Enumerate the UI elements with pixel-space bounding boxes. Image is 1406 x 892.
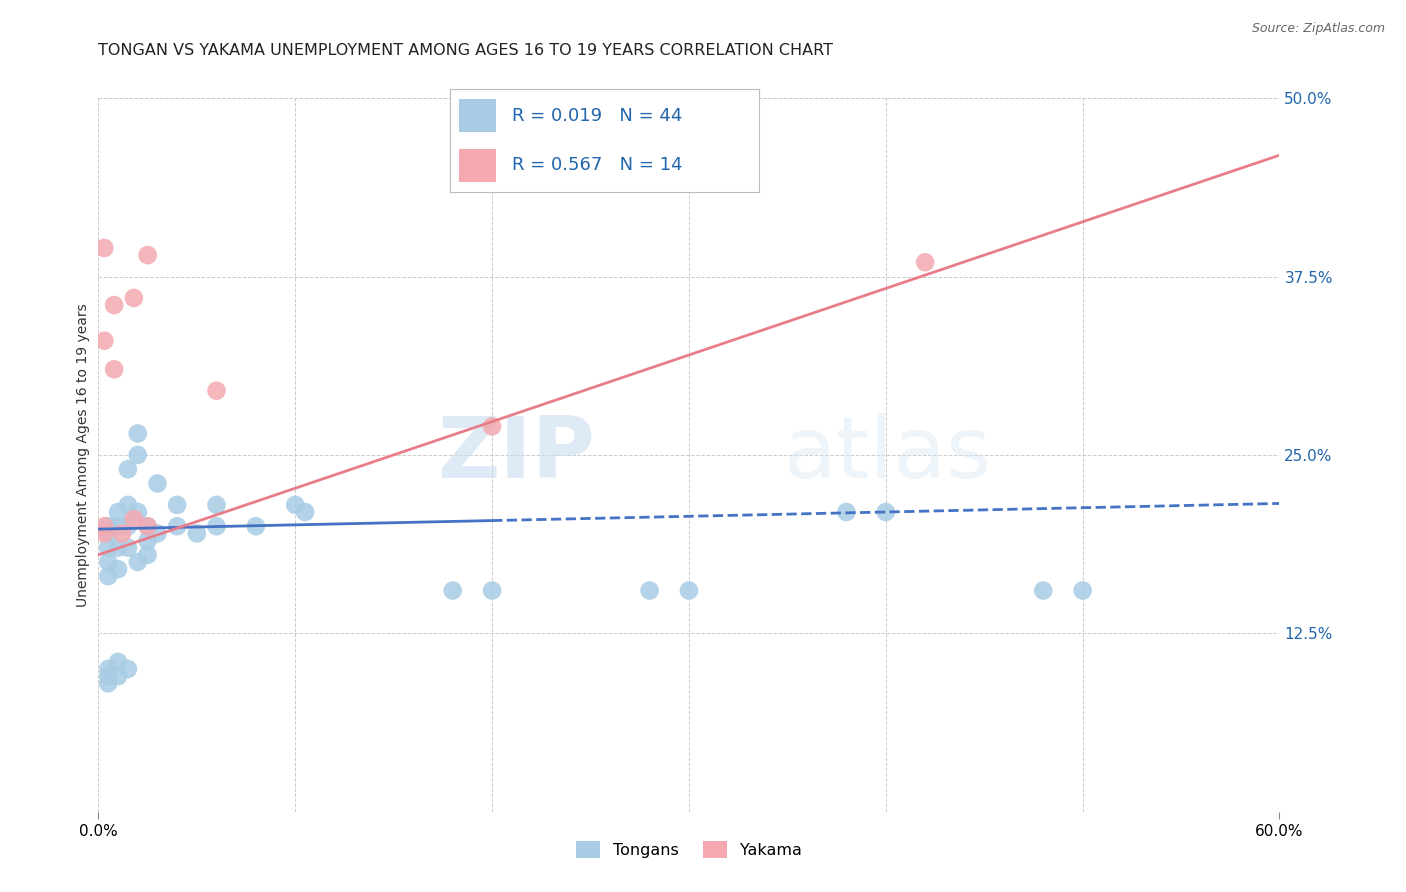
Point [97,526,120,541]
FancyBboxPatch shape [460,149,496,181]
Point [97,541,120,555]
Point [136,519,159,533]
Point [97,669,120,683]
Point [117,519,139,533]
Text: TONGAN VS YAKAMA UNEMPLOYMENT AMONG AGES 16 TO 19 YEARS CORRELATION CHART: TONGAN VS YAKAMA UNEMPLOYMENT AMONG AGES… [98,43,834,58]
Point [127,555,149,569]
Point [205,384,228,398]
Point [136,519,159,533]
Point [107,562,129,576]
Text: atlas: atlas [783,413,991,497]
Point [93,526,115,541]
Text: ZIP: ZIP [437,413,595,497]
FancyBboxPatch shape [460,99,496,132]
Point [166,519,188,533]
Point [111,526,134,541]
Point [875,505,897,519]
Point [127,448,149,462]
Point [136,248,159,262]
Point [127,505,149,519]
Point [93,241,115,255]
Text: R = 0.019   N = 44: R = 0.019 N = 44 [512,107,682,125]
Point [97,569,120,583]
Point [127,426,149,441]
Text: R = 0.567   N = 14: R = 0.567 N = 14 [512,156,682,174]
Point [245,519,267,533]
Point [481,583,503,598]
Point [136,548,159,562]
Legend: Tongans, Yakama: Tongans, Yakama [569,835,808,864]
Point [1032,583,1054,598]
Point [136,533,159,548]
Point [107,519,129,533]
Point [638,583,661,598]
Point [103,298,125,312]
Point [441,583,464,598]
Point [205,519,228,533]
Point [294,505,316,519]
Point [93,519,115,533]
Point [107,541,129,555]
Point [1071,583,1094,598]
Point [205,498,228,512]
Point [186,526,208,541]
Point [97,676,120,690]
Point [914,255,936,269]
Point [122,512,145,526]
Point [117,498,139,512]
Point [93,334,115,348]
Point [481,419,503,434]
Point [117,662,139,676]
Point [97,555,120,569]
Text: Source: ZipAtlas.com: Source: ZipAtlas.com [1251,22,1385,36]
Point [146,476,169,491]
Point [678,583,700,598]
Point [117,541,139,555]
Point [107,655,129,669]
Point [166,498,188,512]
Point [97,662,120,676]
Point [103,362,125,376]
Point [97,519,120,533]
Point [284,498,307,512]
Point [122,291,145,305]
Point [107,505,129,519]
Point [146,526,169,541]
Point [835,505,858,519]
Point [117,462,139,476]
Point [107,669,129,683]
Y-axis label: Unemployment Among Ages 16 to 19 years: Unemployment Among Ages 16 to 19 years [76,303,90,607]
